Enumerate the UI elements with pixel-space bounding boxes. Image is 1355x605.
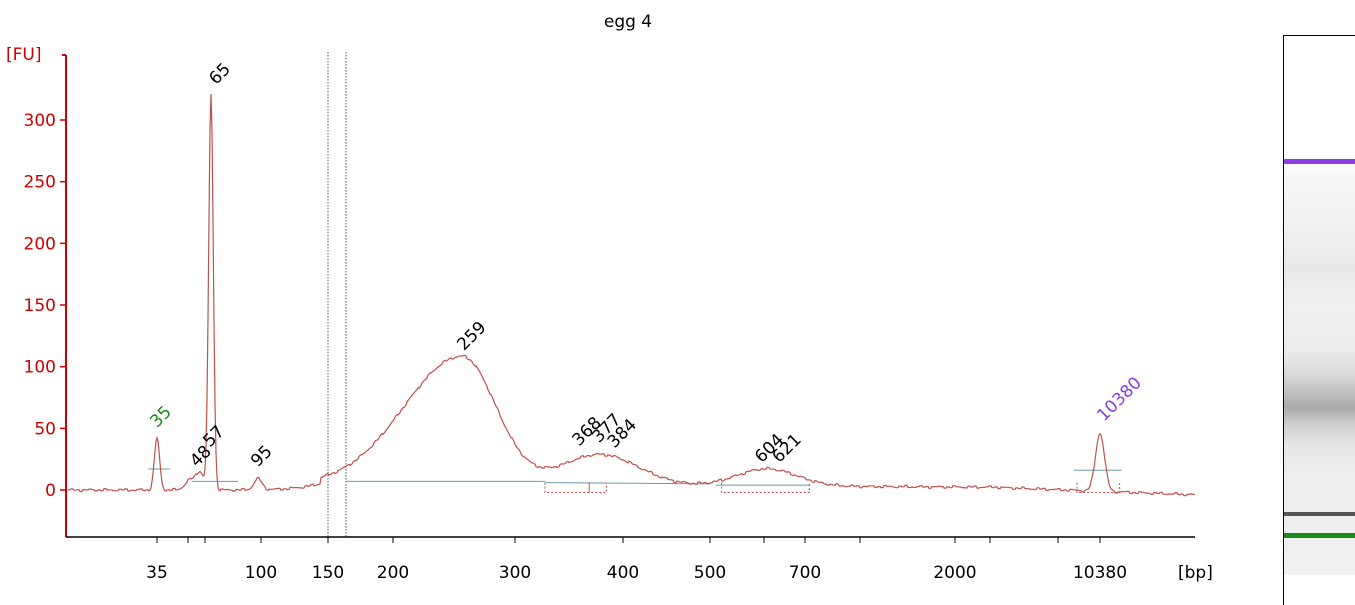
y-tick-label: 200 bbox=[24, 234, 56, 254]
dark-band bbox=[1284, 512, 1355, 516]
peak-label: 10380 bbox=[1093, 373, 1145, 425]
y-tick-label: 100 bbox=[24, 358, 56, 378]
x-axis-label: [bp] bbox=[1178, 563, 1213, 583]
region-368-384 bbox=[588, 482, 607, 493]
x-tick-label: 700 bbox=[789, 563, 821, 583]
x-tick-label: 10380 bbox=[1073, 563, 1127, 583]
region-upper-marker bbox=[1076, 482, 1121, 493]
x-tick-label: 400 bbox=[607, 563, 639, 583]
region-520-720 bbox=[721, 482, 810, 493]
peak-label: 65 bbox=[205, 59, 234, 88]
y-axis-label: [FU] bbox=[6, 45, 42, 65]
trace-line bbox=[68, 93, 1196, 497]
y-tick-label: 50 bbox=[34, 419, 56, 439]
lower-marker-band bbox=[1284, 533, 1355, 538]
y-ticks: 0 50 100 150 200 250 300 bbox=[24, 111, 66, 501]
x-tick-label: 200 bbox=[377, 563, 409, 583]
baseline-segments bbox=[148, 468, 1122, 486]
peak-label: 259 bbox=[453, 318, 490, 355]
x-tick-label: 35 bbox=[146, 563, 168, 583]
peak-label: 95 bbox=[247, 442, 276, 471]
y-tick-label: 0 bbox=[45, 481, 56, 501]
y-tick-label: 250 bbox=[24, 173, 56, 193]
peak-label: 35 bbox=[146, 402, 175, 431]
trace-group bbox=[68, 93, 1196, 497]
x-tick-label: 2000 bbox=[933, 563, 976, 583]
chart-title: egg 4 bbox=[604, 12, 652, 32]
x-ticks: 35 100 150 200 300 400 500 700 2000 10380 bbox=[146, 537, 1127, 583]
upper-marker-band bbox=[1284, 159, 1355, 164]
dashed-markers bbox=[327, 52, 347, 537]
y-tick-label: 300 bbox=[24, 111, 56, 131]
x-tick-label: 100 bbox=[245, 563, 277, 583]
x-tick-label: 300 bbox=[499, 563, 531, 583]
x-tick-label: 150 bbox=[312, 563, 344, 583]
region-330-368 bbox=[544, 482, 590, 493]
y-tick-label: 150 bbox=[24, 296, 56, 316]
mid-peak-baseline bbox=[544, 482, 711, 485]
gel-image-panel bbox=[1283, 35, 1355, 605]
axes bbox=[62, 54, 1195, 538]
x-tick-label: 500 bbox=[694, 563, 726, 583]
gel-lane bbox=[1284, 36, 1355, 575]
electropherogram-chart: egg 4 [FU] [bp] 0 50 100 150 200 250 300 35 100… bbox=[6, 12, 1213, 583]
